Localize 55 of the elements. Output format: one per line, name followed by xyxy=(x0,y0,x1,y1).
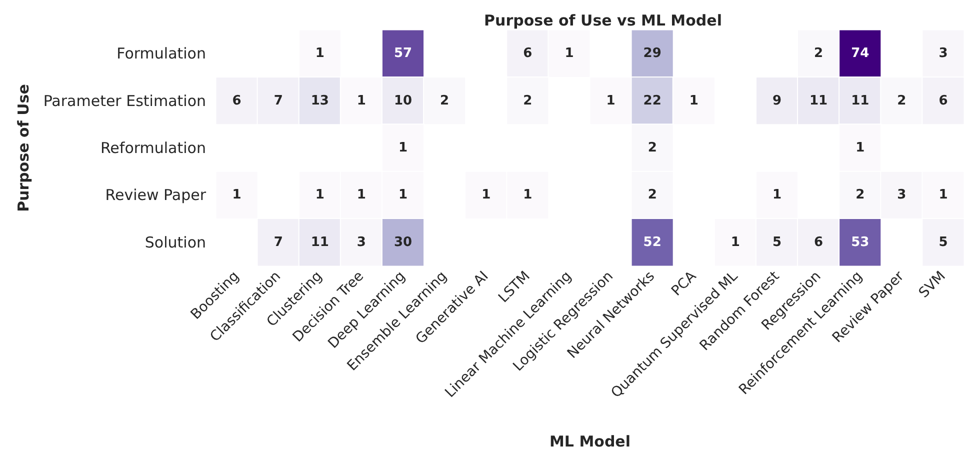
data-label: 30 xyxy=(394,234,412,250)
data-label: 1 xyxy=(356,188,366,203)
data-label: 5 xyxy=(772,234,782,250)
data-label: 3 xyxy=(356,234,366,250)
data-label: 6 xyxy=(814,234,824,250)
y-tick-label: Review Paper xyxy=(105,186,207,204)
y-tick-label: Parameter Estimation xyxy=(43,92,206,110)
data-label: 13 xyxy=(310,93,329,108)
data-label: 52 xyxy=(643,234,662,250)
data-label: 3 xyxy=(897,188,906,203)
data-label: 11 xyxy=(810,93,828,108)
data-label: 2 xyxy=(648,188,657,203)
data-label: 57 xyxy=(394,46,412,62)
data-label: 1 xyxy=(938,188,948,203)
x-axis-title: ML Model xyxy=(550,432,630,450)
data-label: 53 xyxy=(851,234,870,250)
data-label: 1 xyxy=(232,188,242,203)
data-label: 22 xyxy=(643,93,662,108)
data-label: 11 xyxy=(851,93,870,108)
data-label: 29 xyxy=(643,46,662,62)
data-label: 2 xyxy=(440,93,450,108)
data-label: 6 xyxy=(523,46,532,62)
data-label: 7 xyxy=(274,234,283,250)
data-label: 2 xyxy=(648,140,657,156)
data-label: 1 xyxy=(482,188,491,203)
data-label: 1 xyxy=(315,188,324,203)
chart-title: Purpose of Use vs ML Model xyxy=(484,12,722,30)
data-label: 6 xyxy=(232,93,242,108)
data-label: 2 xyxy=(814,46,824,62)
data-label: 6 xyxy=(938,93,948,108)
data-label: 1 xyxy=(730,234,740,250)
data-label: 1 xyxy=(356,93,366,108)
data-label: 9 xyxy=(772,93,782,108)
y-axis-title: Purpose of Use xyxy=(14,84,32,212)
data-label: 1 xyxy=(398,140,408,156)
data-label: 3 xyxy=(938,46,948,62)
data-label: 1 xyxy=(315,46,324,62)
data-label: 5 xyxy=(938,234,948,250)
data-label: 2 xyxy=(856,188,865,203)
data-label: 1 xyxy=(772,188,782,203)
data-label: 1 xyxy=(564,46,574,62)
y-tick-label: Reformulation xyxy=(100,139,206,157)
data-label: 74 xyxy=(851,46,870,62)
y-tick-label: Formulation xyxy=(116,44,206,63)
data-label: 2 xyxy=(897,93,906,108)
data-label: 11 xyxy=(310,234,329,250)
data-label: 1 xyxy=(398,188,408,203)
data-label: 1 xyxy=(523,188,532,203)
y-tick-label: Solution xyxy=(144,233,206,252)
data-label: 10 xyxy=(394,93,412,108)
data-label: 7 xyxy=(274,93,283,108)
data-label: 1 xyxy=(856,140,865,156)
data-label: 2 xyxy=(523,93,532,108)
data-label: 1 xyxy=(689,93,698,108)
data-label: 1 xyxy=(606,93,616,108)
